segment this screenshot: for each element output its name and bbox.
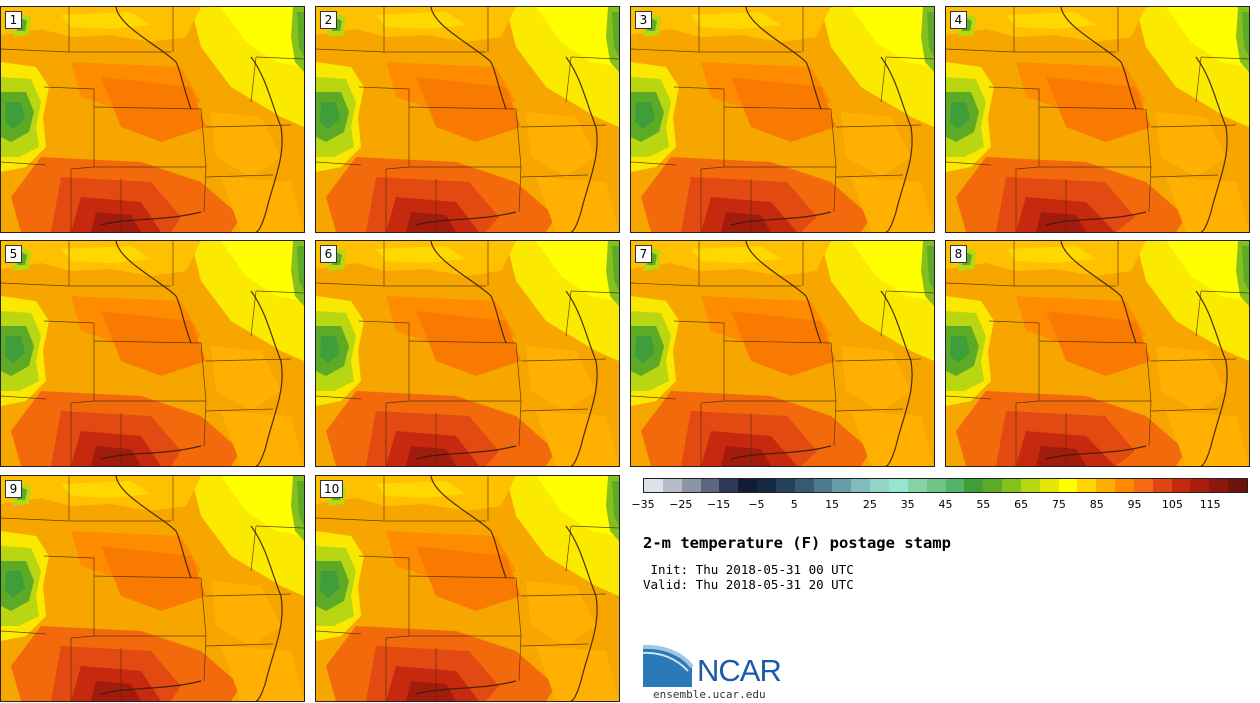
colorbar-swatch xyxy=(813,479,833,492)
colorbar-tick-label: 75 xyxy=(1051,498,1066,511)
colorbar-tick-label: 95 xyxy=(1127,498,1142,511)
colorbar-swatch xyxy=(832,479,852,492)
colorbar-tick-label: 55 xyxy=(976,498,991,511)
colorbar-tick-label: 45 xyxy=(938,498,953,511)
ensemble-url: ensemble.ucar.edu xyxy=(653,688,766,701)
member-number-label: 3 xyxy=(635,11,652,29)
member-number-label: 7 xyxy=(635,245,652,263)
colorbar-swatch xyxy=(1228,479,1247,492)
colorbar-swatch xyxy=(1152,479,1172,492)
colorbar-swatch xyxy=(1209,479,1229,492)
colorbar-swatch xyxy=(719,479,739,492)
member-number-label: 9 xyxy=(5,480,22,498)
member-number-label: 2 xyxy=(320,11,337,29)
ensemble-member-map: 2 xyxy=(315,6,620,233)
colorbar-tick-label: 115 xyxy=(1199,498,1221,511)
colorbar-swatch xyxy=(738,479,758,492)
temperature-colorbar xyxy=(643,478,1248,493)
colorbar-swatch xyxy=(1002,479,1021,492)
ensemble-member-map: 6 xyxy=(315,240,620,467)
colorbar-swatch xyxy=(851,479,871,492)
colorbar-swatch xyxy=(1020,479,1040,492)
ensemble-member-map: 7 xyxy=(630,240,935,467)
plot-title: 2-m temperature (F) postage stamp xyxy=(643,534,951,552)
member-number-label: 10 xyxy=(320,480,344,498)
ensemble-member-map: 8 xyxy=(945,240,1250,467)
colorbar-swatch xyxy=(662,479,682,492)
ensemble-member-map: 1 xyxy=(0,6,305,233)
colorbar-tick-label: 15 xyxy=(825,498,840,511)
colorbar-swatch xyxy=(907,479,927,492)
init-time: Init: Thu 2018-05-31 00 UTC xyxy=(643,562,854,577)
colorbar-swatch xyxy=(794,479,814,492)
colorbar-tick-label: −25 xyxy=(669,498,693,511)
colorbar-swatch xyxy=(1058,479,1078,492)
ensemble-member-map: 4 xyxy=(945,6,1250,233)
colorbar-swatch xyxy=(926,479,946,492)
ensemble-member-map: 5 xyxy=(0,240,305,467)
colorbar-swatch xyxy=(964,479,984,492)
ncar-logo-text: NCAR xyxy=(697,653,782,688)
colorbar-swatch xyxy=(1096,479,1116,492)
colorbar-swatch xyxy=(700,479,720,492)
ensemble-member-map: 9 xyxy=(0,475,305,702)
member-number-label: 8 xyxy=(950,245,967,263)
colorbar-swatch xyxy=(681,479,701,492)
colorbar-tick-label: 5 xyxy=(790,498,798,511)
colorbar-swatch xyxy=(888,479,908,492)
member-number-label: 4 xyxy=(950,11,967,29)
colorbar-tick-label: 105 xyxy=(1161,498,1183,511)
colorbar-swatch xyxy=(757,479,776,492)
colorbar-swatch xyxy=(983,479,1003,492)
colorbar-swatch xyxy=(775,479,795,492)
colorbar-tick-label: 65 xyxy=(1014,498,1029,511)
ensemble-member-map: 10 xyxy=(315,475,620,702)
colorbar-swatch xyxy=(1077,479,1097,492)
member-number-label: 1 xyxy=(5,11,22,29)
colorbar-swatch xyxy=(644,479,663,492)
colorbar-tick-label: −15 xyxy=(707,498,731,511)
colorbar-swatch xyxy=(1190,479,1210,492)
member-number-label: 6 xyxy=(320,245,337,263)
colorbar-tick-label: 85 xyxy=(1089,498,1104,511)
colorbar-tick-label: 25 xyxy=(862,498,877,511)
colorbar-swatch xyxy=(870,479,889,492)
colorbar-tick-label: 35 xyxy=(900,498,915,511)
colorbar-swatch xyxy=(1171,479,1191,492)
ensemble-member-map: 3 xyxy=(630,6,935,233)
colorbar-tick-label: −35 xyxy=(631,498,655,511)
colorbar-swatch xyxy=(1115,479,1134,492)
ncar-logo-icon xyxy=(642,645,694,687)
member-number-label: 5 xyxy=(5,245,22,263)
colorbar-tick-label: −5 xyxy=(748,498,765,511)
colorbar-swatch xyxy=(1133,479,1153,492)
colorbar-swatch xyxy=(945,479,965,492)
valid-time: Valid: Thu 2018-05-31 20 UTC xyxy=(643,577,854,592)
colorbar-swatch xyxy=(1039,479,1059,492)
colorbar-tick-labels: −35 −25 −15 −5 5 15 25 35 45 55 65 75 85 95 105 115 xyxy=(631,495,1248,511)
